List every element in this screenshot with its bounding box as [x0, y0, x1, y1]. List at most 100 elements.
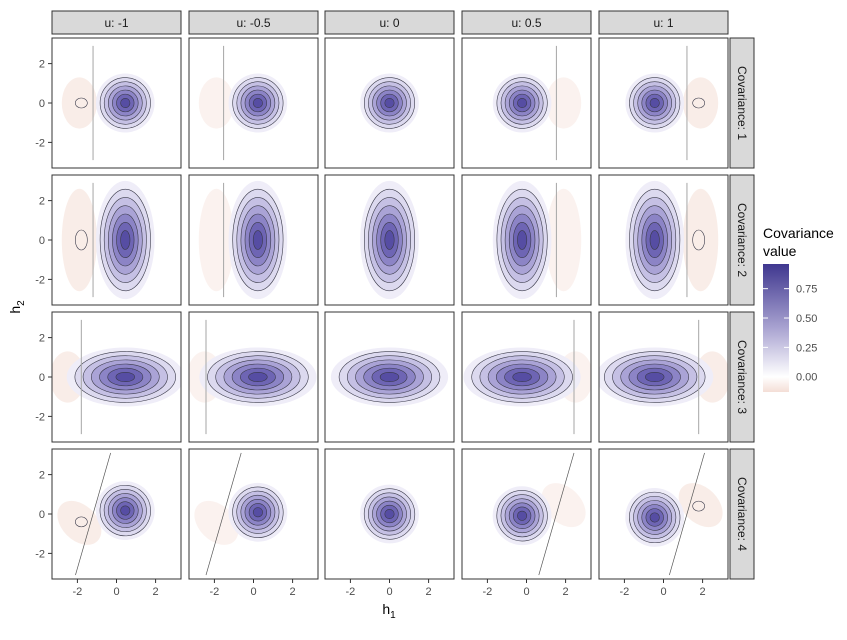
y-tick-label: 2: [39, 196, 45, 208]
row-strip-bg: [729, 174, 755, 306]
x-tick-label: 2: [290, 586, 296, 598]
facet-panel-cov4-u1: [598, 448, 729, 580]
x-tick-label: -2: [346, 586, 356, 598]
zero-contour-line: [75, 452, 111, 576]
row-strip-label: Covariance: 1: [735, 66, 749, 140]
panel-border: [598, 174, 729, 306]
legend-tick-label: 0.50: [796, 313, 817, 325]
negative-contour: [692, 500, 705, 512]
density-contour: [252, 507, 263, 518]
density-contour: [649, 230, 660, 250]
panel-border: [598, 37, 729, 169]
panel-border: [188, 37, 319, 169]
x-tick-label: -2: [483, 586, 493, 598]
negative-contour: [75, 516, 88, 528]
negative-contour: [75, 229, 88, 251]
density-contour: [517, 510, 528, 521]
legend-tick-label: 0.75: [796, 284, 817, 296]
x-tick-label: 2: [700, 586, 706, 598]
density-contour: [115, 371, 135, 383]
zero-contour-line: [205, 452, 242, 576]
density-contour: [512, 371, 532, 383]
negative-contour: [692, 97, 705, 109]
row-strip-bg: [729, 37, 755, 169]
facet-panel-cov3-u-1: [51, 311, 182, 443]
facet-panel-cov1-u1: [598, 37, 729, 169]
legend-colorbar: [763, 264, 789, 392]
panel-border: [461, 174, 592, 306]
facet-panel-cov2-u1: [598, 174, 729, 306]
legend-ticks: 0.00 0.25 0.50 0.75: [763, 284, 817, 384]
row-strips: Covariance: 1 Covariance: 2 Covariance: 3 C…: [729, 37, 755, 580]
row-strip-covariance-2: Covariance: 2: [729, 174, 755, 306]
density-contour: [384, 230, 395, 250]
x-axis-title-subscript: 1: [390, 610, 396, 621]
negative-region: [683, 188, 719, 292]
row-strip-bg: [729, 311, 755, 443]
negative-region: [61, 77, 97, 129]
negative-contour: [692, 229, 705, 251]
column-strip-bg: [51, 10, 182, 35]
panel-border: [188, 174, 319, 306]
facet-panel-cov1-u0.5: [461, 37, 592, 169]
row-strip-covariance-4: Covariance: 4: [729, 448, 755, 580]
negative-region: [678, 483, 723, 528]
density-contour: [120, 230, 131, 250]
panel-border: [324, 311, 455, 443]
y-tick-label: 2: [39, 333, 45, 345]
density-contour: [248, 371, 268, 383]
x-axis-title: h1: [382, 601, 396, 621]
row-strip-label: Covariance: 3: [735, 340, 749, 414]
negative-region: [198, 188, 234, 292]
row-strip-covariance-1: Covariance: 1: [729, 37, 755, 169]
panel-border: [324, 174, 455, 306]
y-axis-ticks: -2 0 2 -2 0 2 -2 0 2 -2 0 2: [35, 59, 52, 560]
density-contour: [379, 371, 400, 383]
y-tick-label: -2: [35, 274, 45, 286]
facet-panel-cov2-u-0.5: [188, 174, 319, 306]
x-tick-label: 0: [386, 586, 392, 598]
y-tick-label: 0: [39, 372, 45, 384]
x-axis-ticks: -2 0 2 -2 0 2 -2 0 2 -2 0 2 -2 0 2: [73, 579, 706, 598]
legend-tick-label: 0.00: [796, 372, 817, 384]
row-strip-label: Covariance: 2: [735, 203, 749, 277]
panel-border: [461, 311, 592, 443]
y-tick-label: 2: [39, 470, 45, 482]
x-tick-label: 0: [660, 586, 666, 598]
x-tick-label: 2: [153, 586, 159, 598]
column-strip-bg: [598, 10, 729, 35]
row-strip-covariance-3: Covariance: 3: [729, 311, 755, 443]
panel-border: [598, 311, 729, 443]
negative-region: [57, 500, 102, 545]
density-contour: [649, 97, 660, 109]
zero-contour-line: [538, 452, 575, 576]
density-contour: [252, 230, 263, 250]
density-contour: [384, 97, 395, 109]
legend-title-line1: Covariance: [763, 225, 834, 241]
density-contour: [649, 512, 660, 523]
x-tick-label: 0: [250, 586, 256, 598]
x-tick-label: 2: [426, 586, 432, 598]
column-strip-label: u: 0.5: [511, 16, 541, 30]
column-strip-label: u: -1: [104, 16, 128, 30]
y-tick-label: -2: [35, 548, 45, 560]
panel-border: [188, 311, 319, 443]
x-tick-label: 0: [113, 586, 119, 598]
legend: Covariance value 0.00 0.25 0.50 0.75: [763, 225, 834, 392]
column-strip-bg: [188, 10, 319, 35]
column-strip-label: u: -0.5: [236, 16, 270, 30]
y-tick-label: 0: [39, 235, 45, 247]
x-tick-label: -2: [73, 586, 83, 598]
facet-panel-cov1-u0: [324, 37, 455, 169]
density-contour: [517, 97, 528, 109]
y-tick-label: -2: [35, 411, 45, 423]
x-tick-label: -2: [620, 586, 630, 598]
column-strip-bg: [324, 10, 455, 35]
facet-panel-cov3-u0.5: [461, 311, 592, 443]
facet-panel-cov2-u0: [324, 174, 455, 306]
facet-panel-cov3-u0: [324, 311, 455, 443]
y-axis-title-subscript: 2: [16, 300, 27, 306]
column-strip-bg: [461, 10, 592, 35]
facet-panel-cov1-u-0.5: [188, 37, 319, 169]
